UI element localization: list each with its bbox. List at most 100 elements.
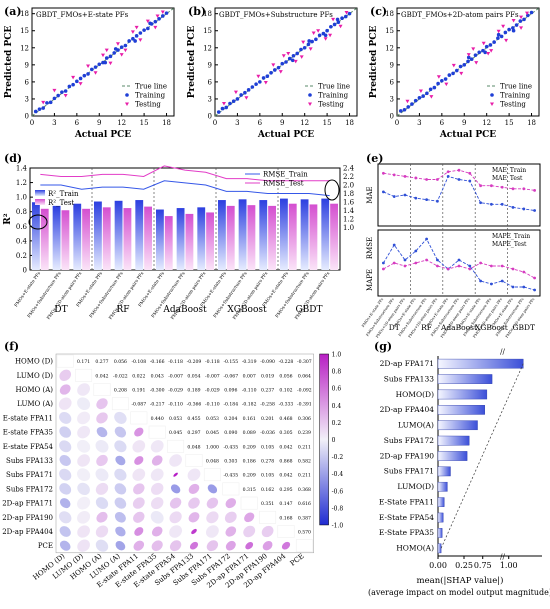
correlation-ellipse	[114, 468, 127, 481]
training-point	[317, 33, 322, 38]
legend-training-label: Training	[500, 92, 531, 100]
testing-point	[233, 90, 238, 95]
training-point	[343, 14, 348, 19]
correlation-ellipse	[59, 483, 72, 495]
training-point	[436, 81, 440, 86]
correlation-value: 0.455	[187, 416, 200, 422]
diagonal-cell	[277, 525, 295, 538]
testing-point	[451, 63, 456, 68]
point-mae-train	[522, 207, 526, 211]
correlation-ellipse	[206, 497, 219, 509]
point-mae-train	[436, 258, 439, 262]
training-point	[529, 10, 534, 15]
y-tick-label: 0	[23, 267, 27, 275]
correlation-value: 0.868	[279, 459, 292, 465]
correlation-ellipse	[206, 540, 219, 552]
correlation-value: -0.029	[205, 388, 220, 394]
y-tick-label: 6	[25, 78, 30, 86]
correlation-value: -0.110	[205, 402, 220, 408]
correlation-ellipse	[96, 398, 108, 410]
correlation-ellipse	[114, 483, 127, 495]
point-mae-test	[382, 171, 385, 175]
correlation-value: 0.582	[298, 459, 311, 465]
correlation-value: 0.019	[261, 373, 274, 379]
training-point	[261, 76, 266, 80]
x-tick-label: 6	[75, 119, 80, 127]
y-tick-label: 0.6	[16, 223, 28, 231]
legend-true-line-label: True line	[500, 83, 532, 91]
legend-r2-test-label: R²_Test	[48, 199, 74, 207]
training-point	[103, 60, 108, 65]
bar-r2-train	[197, 207, 206, 270]
point-mae-test	[490, 264, 493, 268]
correlation-value: -0.067	[223, 373, 238, 379]
legend-r2-train-label: R²_Train	[48, 190, 79, 198]
row-label: 2D-ap FPA171	[2, 500, 53, 508]
mape-axis-label: MAPE	[366, 269, 374, 291]
testing-point	[328, 33, 333, 38]
feature-label: E-State FPA35	[379, 528, 434, 537]
correlation-ellipse	[191, 528, 197, 535]
correlation-ellipse	[173, 472, 178, 477]
training-point	[280, 61, 285, 66]
testing-point	[501, 24, 506, 29]
training-point	[347, 11, 352, 16]
correlation-value: 0.468	[279, 416, 292, 422]
correlation-ellipse	[115, 541, 126, 551]
point-mae-train	[425, 237, 428, 241]
testing-point	[41, 100, 46, 105]
x-tick-label: 0.00	[429, 561, 447, 570]
correlation-value: -0.435	[223, 444, 238, 450]
y-tick-label: 1.2	[16, 179, 27, 187]
x-axis-label: Actual PCE	[439, 130, 496, 140]
correlation-value: 0.102	[279, 388, 292, 394]
correlation-value: -0.209	[187, 359, 202, 365]
testing-point	[256, 74, 261, 79]
correlation-ellipse	[95, 468, 109, 482]
row-label: HOMO (A)	[16, 386, 54, 394]
x-tick-label: 0.25	[455, 561, 473, 570]
testing-point	[511, 19, 516, 23]
correlation-value: -0.007	[205, 373, 220, 379]
shap-bar-chart-g: 2D-ap FPA171 Subs FPA133 HOMO(D) 2D-ap FPA4…	[368, 348, 550, 597]
training-point	[133, 39, 137, 43]
shap-bar	[437, 451, 468, 461]
y-tick-label: 12	[385, 44, 394, 52]
correlation-value: -0.435	[223, 473, 238, 479]
feature-label: HOMO(A)	[396, 544, 434, 553]
correlation-ellipse	[133, 511, 145, 523]
legend-true-line-label: True line	[135, 83, 167, 91]
point-mae-test	[414, 261, 418, 265]
point-mae-test	[403, 175, 407, 178]
training-point	[82, 73, 87, 78]
training-point	[45, 101, 49, 105]
correlation-ellipse	[151, 526, 163, 537]
correlation-value: 0.048	[206, 459, 219, 465]
y-tick-label: 0.2	[16, 252, 27, 260]
correlation-ellipse	[59, 369, 72, 381]
bar-r2-test	[247, 205, 256, 270]
feature-label: 2D-ap FPA190	[380, 451, 435, 460]
training-point	[428, 87, 433, 92]
panel-label-g: (g)	[374, 340, 392, 353]
point-mae-test	[468, 267, 472, 271]
correlation-value: 0.042	[279, 444, 292, 450]
correlation-ellipse	[169, 497, 182, 509]
x-tick-label: 3	[52, 119, 56, 127]
group-label: GBDT	[513, 323, 536, 332]
testing-point	[429, 95, 434, 99]
point-mae-test	[468, 171, 472, 175]
training-point	[272, 68, 277, 72]
legend-testing-swatch	[125, 102, 129, 106]
callout-ellipse-left	[28, 214, 48, 230]
correlation-value: 0.189	[187, 388, 200, 394]
correlation-value: 0.045	[169, 430, 182, 436]
testing-point	[108, 61, 113, 66]
correlation-value: 0.209	[243, 444, 256, 450]
training-point	[488, 43, 493, 47]
training-point	[153, 19, 158, 24]
correlation-value: 0.616	[298, 501, 311, 507]
testing-point	[486, 51, 491, 56]
training-point	[250, 85, 255, 89]
correlation-ellipse	[77, 411, 91, 425]
